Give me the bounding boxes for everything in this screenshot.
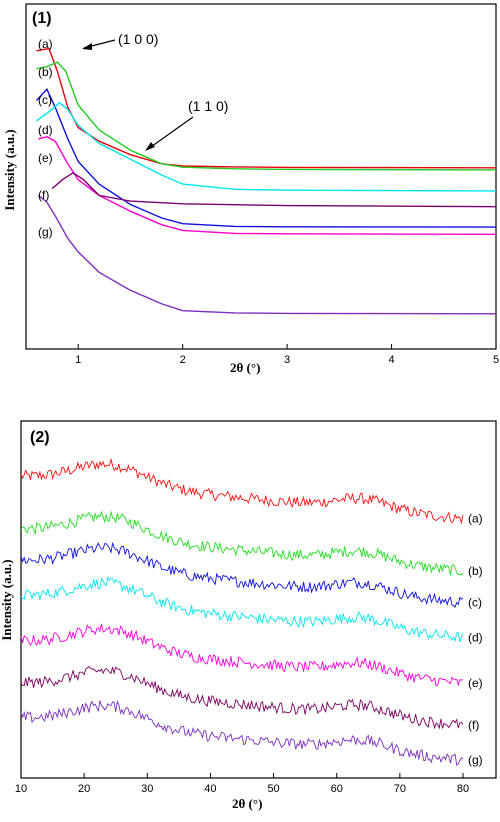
series-label-2-g: (g)	[468, 753, 483, 767]
series-group-2	[20, 457, 464, 766]
series-1-c	[35, 87, 497, 228]
series-label-1-g: (g)	[38, 225, 53, 239]
x-tick-label-2-40: 40	[204, 783, 216, 795]
x-tick-label-1-4: 4	[388, 354, 394, 366]
x-tick-label-1-1: 1	[75, 354, 81, 366]
series-label-2-d: (d)	[468, 631, 483, 645]
series-2-f	[20, 665, 464, 730]
series-2-a	[20, 457, 464, 525]
series-1-d	[35, 101, 497, 192]
plot-frame-2	[20, 420, 497, 779]
annotation-110-arrowhead	[145, 142, 155, 151]
series-label-2-c: (c)	[468, 596, 482, 610]
series-label-2-f: (f)	[468, 718, 479, 732]
series-1-g	[38, 194, 497, 315]
series-labels-1: (a) (b) (c) (d) (e) (f) (g)	[38, 37, 53, 239]
series-2-e	[20, 623, 464, 687]
series-2-d	[20, 576, 464, 643]
series-label-2-a: (a)	[468, 512, 483, 526]
series-label-1-b: (b)	[38, 65, 53, 79]
series-label-1-c: (c)	[38, 93, 52, 107]
x-tick-label-1-5: 5	[493, 354, 499, 366]
x-tick-label-2-60: 60	[331, 783, 343, 795]
x-axis-1: 1 2 3 4 5	[75, 344, 499, 366]
x-tick-label-2-30: 30	[141, 783, 153, 795]
x-axis-2: 10 20 30 40 50 60 70 80	[15, 773, 469, 795]
series-group-1	[35, 47, 497, 315]
x-tick-label-2-20: 20	[78, 783, 90, 795]
series-1-e	[38, 135, 497, 235]
annotation-100: (1 0 0)	[118, 31, 158, 47]
x-tick-label-2-50: 50	[267, 783, 279, 795]
series-2-b	[20, 510, 464, 576]
annotation-100-arrowhead	[82, 43, 92, 50]
y-axis-label-1: Intensity (a.u.)	[2, 129, 17, 210]
x-tick-label-2-10: 10	[15, 783, 27, 795]
annotation-110: (1 1 0)	[188, 98, 228, 114]
series-1-b	[36, 61, 497, 171]
x-axis-label-2: 2θ (°)	[232, 796, 262, 811]
annotation-110-arrow	[147, 116, 194, 150]
series-label-2-e: (e)	[468, 676, 483, 690]
x-tick-label-1-3: 3	[284, 354, 290, 366]
series-label-1-d: (d)	[38, 123, 53, 137]
panel-label-2: (2)	[30, 429, 50, 446]
series-label-1-e: (e)	[38, 151, 53, 165]
x-tick-label-1-2: 2	[180, 354, 186, 366]
series-1-f	[51, 171, 497, 208]
series-label-1-f: (f)	[38, 188, 49, 202]
plot-frame-1	[25, 3, 497, 350]
series-2-g	[20, 700, 464, 766]
series-label-1-a: (a)	[38, 37, 53, 51]
y-axis-label-2: Intensity (a.u.)	[0, 559, 14, 640]
panel-wide-angle: (2) 10 20 30 40 50 60 70 80 (a)(b)(c)(d)(e)(f)(…	[0, 420, 497, 811]
x-tick-label-2-80: 80	[457, 783, 469, 795]
series-2-c	[20, 541, 464, 608]
series-1-a	[36, 47, 497, 169]
series-label-2-b: (b)	[468, 564, 483, 578]
x-tick-label-2-70: 70	[394, 783, 406, 795]
x-axis-label-1: 2θ (°)	[230, 360, 260, 375]
series-labels-2: (a) (b) (c) (d) (e) (f) (g)	[468, 512, 483, 768]
panel-label-1: (1)	[32, 10, 52, 27]
